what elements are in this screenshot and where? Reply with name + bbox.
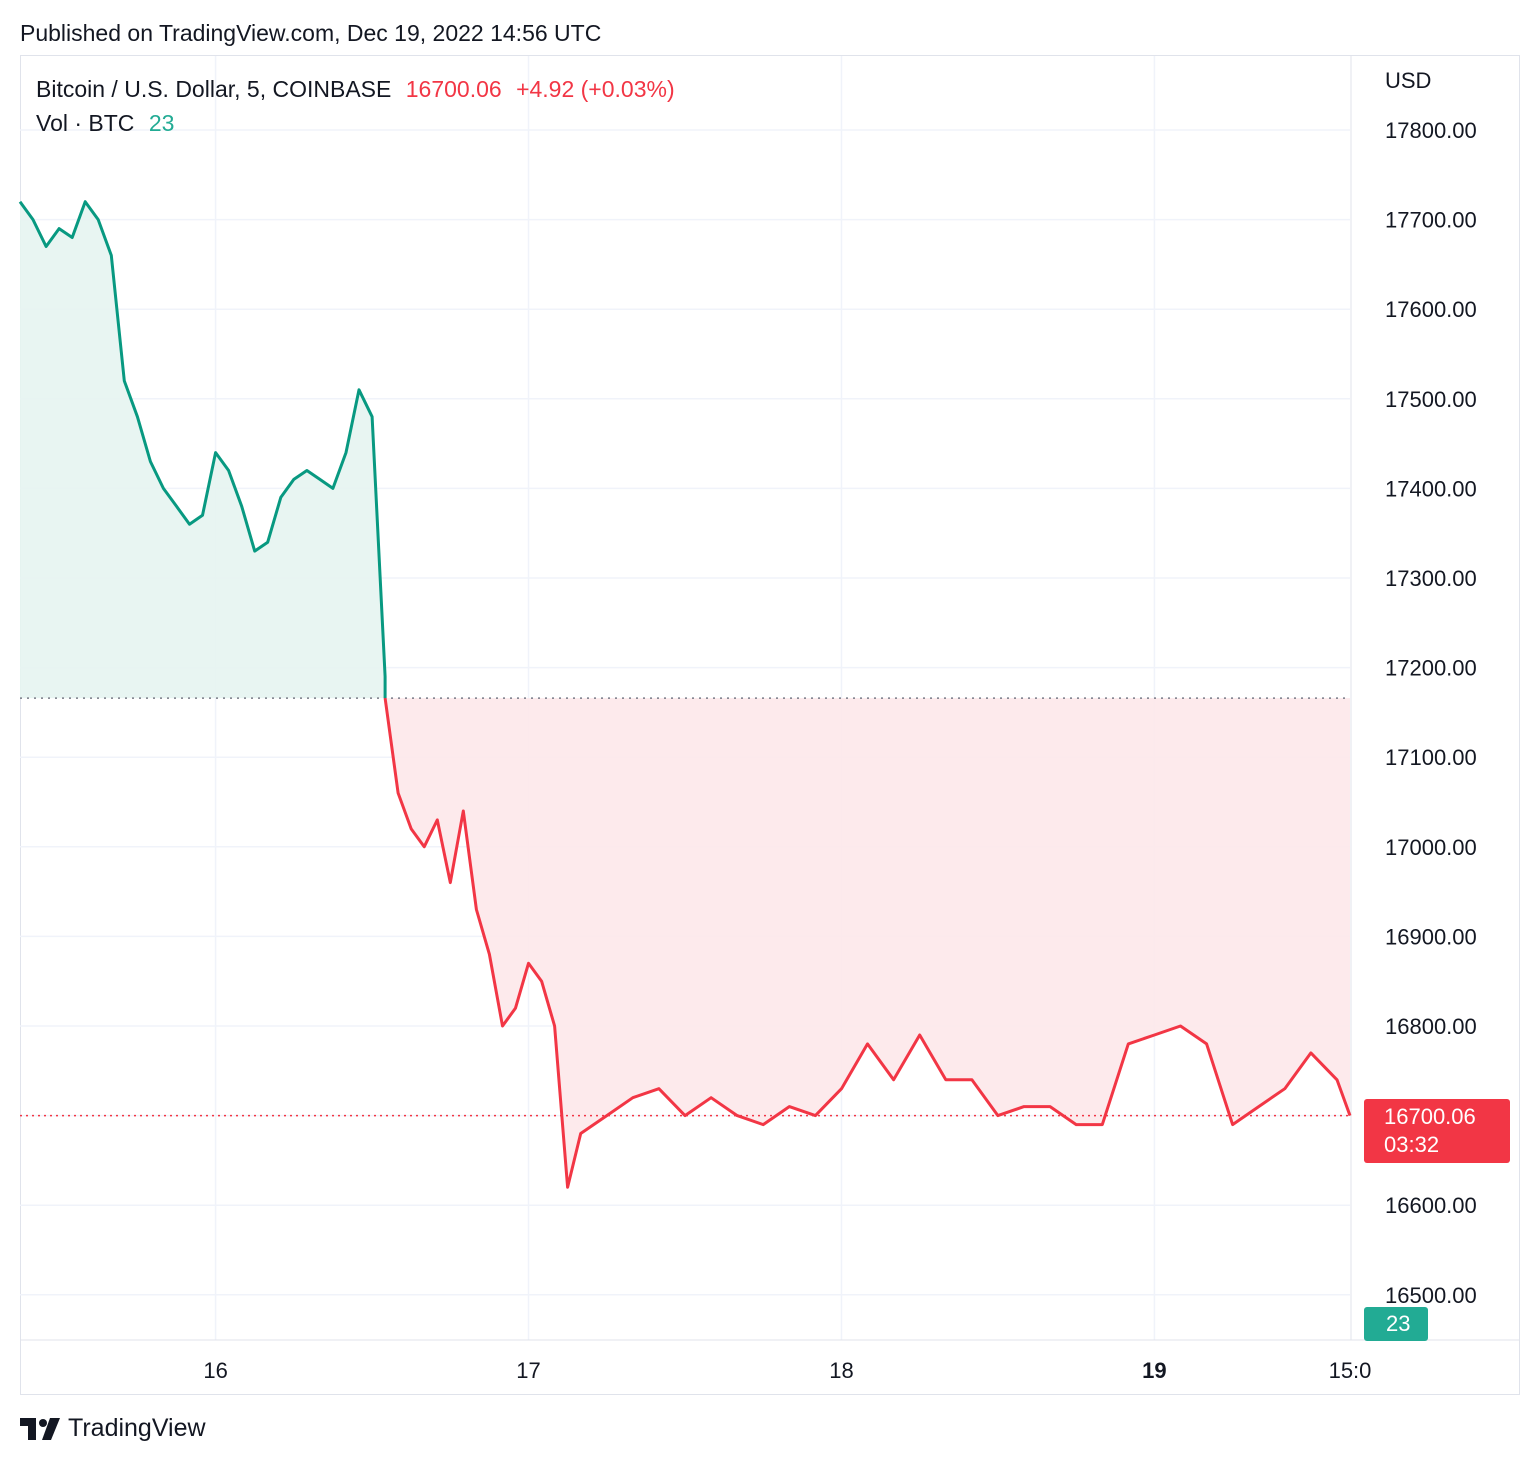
price-tick-label: 17400.00 (1385, 476, 1477, 501)
price-line-down (383, 697, 1352, 1189)
brand-name: TradingView (68, 1414, 206, 1442)
last-price-badge: 16700.06 03:32 (1364, 1099, 1510, 1163)
price-tick-label: 16500.00 (1385, 1283, 1477, 1308)
price-tick-label: 16800.00 (1385, 1014, 1477, 1039)
price-tick-label: 17600.00 (1385, 297, 1477, 322)
time-axis: 16 17 18 19 15:0 (203, 1358, 1371, 1383)
volume-badge-value: 23 (1386, 1311, 1410, 1336)
legend-volume-value: 23 (148, 110, 175, 136)
legend-symbol-row: Bitcoin / U.S. Dollar, 5, COINBASE 16700… (36, 76, 683, 103)
tradingview-logo[interactable]: TradingView (20, 1414, 206, 1443)
chart-frame[interactable] (20, 55, 1520, 1395)
up-area-fill (20, 201, 386, 699)
price-tick-label: 17200.00 (1385, 656, 1477, 681)
time-tick-label: 18 (829, 1358, 853, 1383)
price-tick-label: 17500.00 (1385, 387, 1477, 412)
area-fills (20, 201, 1351, 1188)
time-tick-label: 19 (1142, 1358, 1166, 1383)
last-price-badge-countdown: 03:32 (1384, 1132, 1439, 1157)
volume-badge: 23 (1364, 1307, 1428, 1341)
price-tick-label: 16600.00 (1385, 1193, 1477, 1218)
volume-badge-bg (1364, 1307, 1428, 1341)
price-tick-label: 17800.00 (1385, 118, 1477, 143)
down-area-fill (385, 698, 1351, 1188)
price-tick-label: 17300.00 (1385, 566, 1477, 591)
price-tick-label: 17000.00 (1385, 835, 1477, 860)
price-lines (18, 200, 1352, 1189)
published-caption: Published on TradingView.com, Dec 19, 20… (20, 20, 602, 46)
last-price-badge-bg (1364, 1099, 1510, 1163)
price-tick-label: 16900.00 (1385, 924, 1477, 949)
price-tick-label: 17100.00 (1385, 745, 1477, 770)
legend-volume-label: Vol · BTC (36, 110, 135, 136)
currency-label: USD (1385, 68, 1431, 93)
last-price-badge-price: 16700.06 (1384, 1104, 1476, 1129)
legend-symbol: Bitcoin / U.S. Dollar, 5, COINBASE (36, 76, 392, 102)
legend-change: +4.92 (+0.03%) (516, 76, 675, 102)
tradingview-logo-icon (20, 1417, 60, 1440)
price-line-up (18, 200, 387, 699)
legend-volume-row: Vol · BTC 23 (36, 110, 182, 137)
price-tick-label: 17700.00 (1385, 208, 1477, 233)
time-tick-label: 15:0 (1329, 1358, 1372, 1383)
time-tick-label: 17 (516, 1358, 540, 1383)
legend-last-price: 16700.06 (405, 76, 502, 102)
time-tick-label: 16 (203, 1358, 227, 1383)
